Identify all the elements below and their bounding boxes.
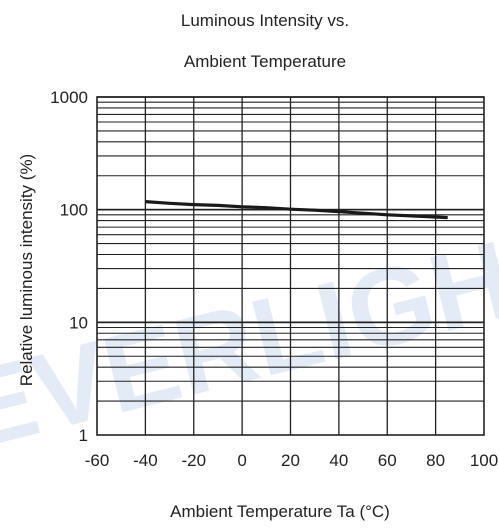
series-layer (145, 200, 448, 220)
x-tick-label: 80 (426, 451, 445, 470)
x-axis-label: Ambient Temperature Ta (°C) (170, 502, 390, 521)
x-tick-label: 100 (470, 451, 498, 470)
x-tick-label: -40 (133, 451, 158, 470)
watermark: EVERLIGHT (0, 201, 499, 473)
y-tick-label: 1000 (50, 88, 88, 107)
series-line (145, 200, 448, 220)
y-tick-labels: 1 10 100 1000 (50, 88, 88, 445)
y-tick-label: 10 (69, 313, 88, 332)
chart-title: Luminous Intensity vs. (181, 11, 349, 30)
x-tick-label: 40 (329, 451, 348, 470)
x-tick-label: 20 (281, 451, 300, 470)
x-tick-labels: -60 -40 -20 0 20 40 60 80 100 (85, 451, 498, 470)
x-tick-label: -20 (181, 451, 206, 470)
x-tick-label: -60 (85, 451, 110, 470)
y-axis-label: Relative luminous intensity (%) (17, 154, 36, 386)
y-tick-label: 100 (60, 201, 88, 220)
chart-subtitle: Ambient Temperature (184, 52, 346, 71)
y-tick-label: 1 (79, 426, 88, 445)
chart-grid (96, 96, 485, 436)
x-tick-label: 0 (237, 451, 246, 470)
x-tick-label: 60 (378, 451, 397, 470)
